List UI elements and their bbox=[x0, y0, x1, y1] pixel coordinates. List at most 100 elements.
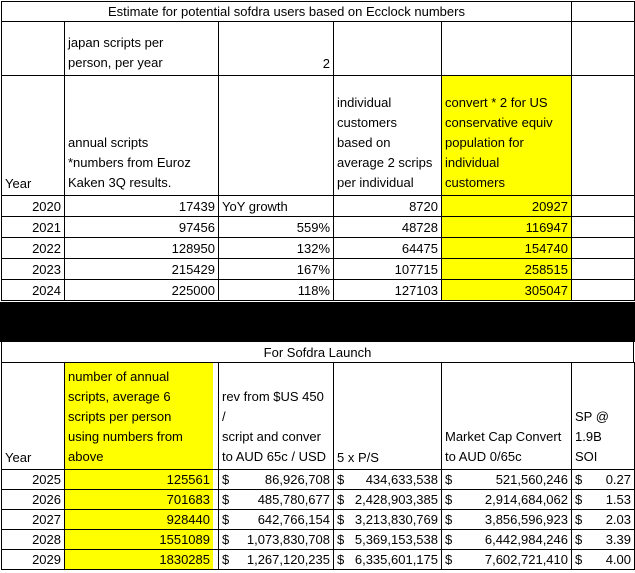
share-price-cell[interactable]: $2.03 bbox=[571, 509, 635, 530]
price-sales-cell[interactable]: $6,335,601,175 bbox=[333, 549, 442, 570]
annual-scripts-cell[interactable]: 215429 bbox=[64, 258, 219, 280]
revenue-cell[interactable]: $642,766,154 bbox=[218, 509, 334, 530]
year-cell[interactable]: 2028 bbox=[1, 529, 65, 550]
revenue-cell[interactable]: $1,073,830,708 bbox=[218, 529, 334, 550]
sofdra-launch-title-cell[interactable]: For Sofdra Launch bbox=[1, 342, 634, 362]
annual-scripts-header-cell[interactable]: number of annual scripts, average 6 scri… bbox=[64, 362, 219, 470]
empty-cell[interactable] bbox=[571, 1, 635, 22]
convert-us-header-cell[interactable]: convert * 2 for US conservative equiv po… bbox=[441, 75, 572, 196]
price-sales-cell[interactable]: $5,369,153,538 bbox=[333, 529, 442, 550]
year-header-cell[interactable]: Year bbox=[1, 362, 65, 470]
year-cell[interactable]: 2023 bbox=[1, 258, 65, 280]
price-sales-cell[interactable]: $3,213,830,769 bbox=[333, 509, 442, 530]
revenue-value: 642,766,154 bbox=[257, 512, 330, 527]
annual-scripts-cell[interactable]: 1551089 bbox=[64, 529, 219, 550]
market-cap-cell[interactable]: $2,914,684,062 bbox=[441, 489, 572, 510]
currency-symbol: $ bbox=[337, 492, 345, 507]
currency-symbol: $ bbox=[575, 512, 583, 527]
convert-us-cell[interactable]: 305047 bbox=[441, 279, 572, 301]
revenue-cell[interactable]: $86,926,708 bbox=[218, 469, 334, 490]
currency-symbol: $ bbox=[575, 472, 583, 487]
empty-cell[interactable] bbox=[571, 216, 635, 238]
empty-cell[interactable] bbox=[1, 21, 65, 76]
currency-symbol: $ bbox=[445, 552, 453, 567]
table-row: 2021 97456 559% 48728 116947 bbox=[1, 216, 635, 238]
year-cell[interactable]: 2024 bbox=[1, 279, 65, 301]
yoy-growth-cell[interactable]: 132% bbox=[218, 237, 334, 259]
market-cap-cell[interactable]: $7,602,721,410 bbox=[441, 549, 572, 570]
market-cap-cell[interactable]: $3,856,596,923 bbox=[441, 509, 572, 530]
convert-us-cell[interactable]: 20927 bbox=[441, 195, 572, 217]
revenue-value: 1,073,830,708 bbox=[246, 532, 330, 547]
annual-scripts-cell[interactable]: 97456 bbox=[64, 216, 219, 238]
individual-customers-cell[interactable]: 8720 bbox=[333, 195, 442, 217]
annual-scripts-header-cell[interactable]: annual scripts *numbers from Euroz Kaken… bbox=[64, 75, 219, 196]
revenue-cell[interactable]: $1,267,120,235 bbox=[218, 549, 334, 570]
individual-customers-cell[interactable]: 107715 bbox=[333, 258, 442, 280]
table-row: 2027 928440 $642,766,154 $3,213,830,769 … bbox=[1, 509, 635, 530]
annual-scripts-cell[interactable]: 225000 bbox=[64, 279, 219, 301]
scripts-per-person-value-cell[interactable]: 2 bbox=[218, 21, 334, 76]
yoy-growth-label-cell[interactable]: YoY growth bbox=[218, 195, 334, 217]
individual-customers-cell[interactable]: 127103 bbox=[333, 279, 442, 301]
share-price-cell[interactable]: $0.27 bbox=[571, 469, 635, 490]
empty-cell[interactable] bbox=[218, 75, 334, 196]
year-cell[interactable]: 2020 bbox=[1, 195, 65, 217]
share-price-cell[interactable]: $4.00 bbox=[571, 549, 635, 570]
convert-us-cell[interactable]: 154740 bbox=[441, 237, 572, 259]
share-price-cell[interactable]: $3.39 bbox=[571, 529, 635, 550]
revenue-value: 485,780,677 bbox=[257, 492, 330, 507]
market-cap-value: 3,856,596,923 bbox=[484, 512, 568, 527]
empty-cell[interactable] bbox=[333, 21, 442, 76]
convert-us-cell[interactable]: 116947 bbox=[441, 216, 572, 238]
year-cell[interactable]: 2025 bbox=[1, 469, 65, 490]
annual-scripts-cell[interactable]: 1830285 bbox=[64, 549, 219, 570]
price-sales-value: 6,335,601,175 bbox=[354, 552, 438, 567]
individual-customers-header-cell[interactable]: individual customers based on average 2 … bbox=[333, 75, 442, 196]
market-cap-cell[interactable]: $521,560,246 bbox=[441, 469, 572, 490]
year-cell[interactable]: 2022 bbox=[1, 237, 65, 259]
currency-symbol: $ bbox=[222, 532, 230, 547]
empty-cell[interactable] bbox=[571, 21, 635, 76]
convert-us-cell[interactable]: 258515 bbox=[441, 258, 572, 280]
year-cell[interactable]: 2021 bbox=[1, 216, 65, 238]
share-price-cell[interactable]: $1.53 bbox=[571, 489, 635, 510]
annual-scripts-cell[interactable]: 128950 bbox=[64, 237, 219, 259]
yoy-growth-cell[interactable]: 559% bbox=[218, 216, 334, 238]
market-cap-cell[interactable]: $6,442,984,246 bbox=[441, 529, 572, 550]
yoy-growth-cell[interactable]: 118% bbox=[218, 279, 334, 301]
share-price-value: 2.03 bbox=[605, 512, 631, 527]
market-cap-value: 6,442,984,246 bbox=[484, 532, 568, 547]
empty-cell[interactable] bbox=[571, 195, 635, 217]
market-cap-header-cell[interactable]: Market Cap Convert to AUD 0/65c bbox=[441, 362, 572, 470]
scripts-per-person-label-cell[interactable]: japan scripts per person, per year bbox=[64, 21, 219, 76]
revenue-cell[interactable]: $485,780,677 bbox=[218, 489, 334, 510]
year-cell[interactable]: 2029 bbox=[1, 549, 65, 570]
annual-scripts-cell[interactable]: 125561 bbox=[64, 469, 219, 490]
empty-cell[interactable] bbox=[571, 258, 635, 280]
black-redaction-band bbox=[0, 302, 635, 342]
share-price-header-cell[interactable]: SP @ 1.9B SOI bbox=[571, 362, 635, 470]
revenue-header-cell[interactable]: rev from $US 450 / script and conver to … bbox=[218, 362, 334, 470]
sofdra-launch-table: Year number of annual scripts, average 6… bbox=[1, 362, 635, 570]
year-header-cell[interactable]: Year bbox=[1, 75, 65, 196]
table-row: 2020 17439 YoY growth 8720 20927 bbox=[1, 195, 635, 217]
annual-scripts-cell[interactable]: 17439 bbox=[64, 195, 219, 217]
empty-cell[interactable] bbox=[571, 237, 635, 259]
table1-title-cell[interactable]: Estimate for potential sofdra users base… bbox=[1, 1, 572, 22]
empty-cell[interactable] bbox=[441, 21, 572, 76]
price-sales-header-cell[interactable]: 5 x P/S bbox=[333, 362, 442, 470]
individual-customers-cell[interactable]: 48728 bbox=[333, 216, 442, 238]
table-row: 2024 225000 118% 127103 305047 bbox=[1, 279, 635, 301]
empty-cell[interactable] bbox=[571, 279, 635, 301]
annual-scripts-cell[interactable]: 701683 bbox=[64, 489, 219, 510]
year-cell[interactable]: 2027 bbox=[1, 509, 65, 530]
year-cell[interactable]: 2026 bbox=[1, 489, 65, 510]
price-sales-cell[interactable]: $434,633,538 bbox=[333, 469, 442, 490]
table-row: 2023 215429 167% 107715 258515 bbox=[1, 258, 635, 280]
individual-customers-cell[interactable]: 64475 bbox=[333, 237, 442, 259]
annual-scripts-cell[interactable]: 928440 bbox=[64, 509, 219, 530]
price-sales-cell[interactable]: $2,428,903,385 bbox=[333, 489, 442, 510]
yoy-growth-cell[interactable]: 167% bbox=[218, 258, 334, 280]
empty-cell[interactable] bbox=[571, 75, 635, 196]
